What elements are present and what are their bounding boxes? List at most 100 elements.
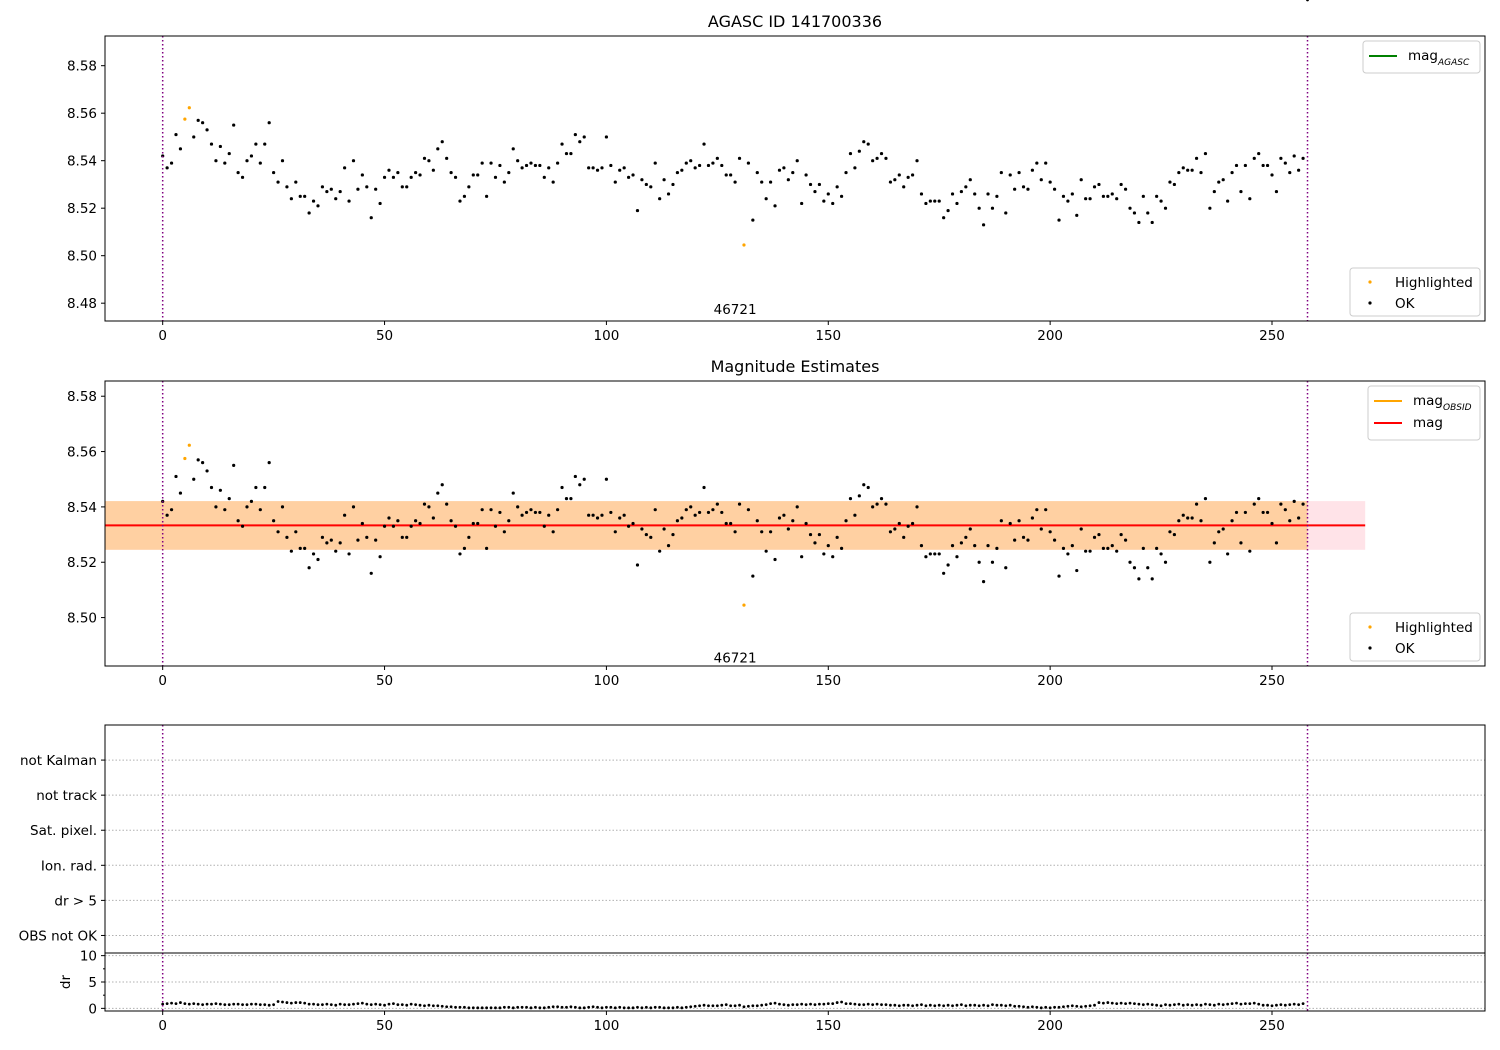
ok-point xyxy=(485,546,489,551)
ok-point xyxy=(693,513,697,517)
ok-point xyxy=(986,192,990,196)
dr-point xyxy=(937,1003,941,1007)
ok-point xyxy=(316,557,320,562)
dr-point xyxy=(405,1003,409,1007)
dr-point xyxy=(201,1003,205,1007)
ok-point xyxy=(715,502,719,506)
ok-point xyxy=(471,173,475,177)
ok-point xyxy=(369,571,373,575)
dr-point xyxy=(267,1003,271,1007)
dr-point xyxy=(818,1002,821,1006)
ok-point xyxy=(476,173,480,177)
ok-point xyxy=(298,546,302,551)
ok-point xyxy=(356,187,360,191)
ok-point xyxy=(973,192,977,196)
ok-point xyxy=(666,192,671,196)
ok-point xyxy=(493,175,498,179)
ok-point xyxy=(591,513,595,517)
dr-point xyxy=(542,1006,546,1010)
highlighted-point xyxy=(742,243,746,247)
ok-point xyxy=(533,510,538,515)
dr-point xyxy=(875,1002,879,1006)
dr-point xyxy=(1239,1002,1243,1006)
ok-point xyxy=(276,180,280,184)
dr-point xyxy=(1084,1004,1088,1008)
dr-point xyxy=(179,1001,182,1004)
ok-point xyxy=(378,201,382,206)
ok-point xyxy=(1021,535,1026,539)
ok-point xyxy=(507,519,511,523)
ok-point xyxy=(995,194,999,198)
dr-point xyxy=(857,1003,861,1007)
dr-point xyxy=(1119,1001,1123,1005)
dr-point xyxy=(906,1003,910,1007)
ok-point xyxy=(462,194,467,198)
ok-point xyxy=(600,513,604,517)
ok-point xyxy=(733,530,737,534)
dr-point xyxy=(1155,1003,1159,1007)
ok-point xyxy=(591,166,595,170)
dr-point xyxy=(1008,1003,1012,1007)
ok-point xyxy=(524,163,529,168)
dr-point xyxy=(1146,1002,1150,1006)
ok-point xyxy=(906,524,910,528)
x-tick-label: 250 xyxy=(1259,673,1285,689)
obsid-annotation: 46721 xyxy=(714,651,757,667)
dr-point xyxy=(1035,1005,1039,1009)
dr-point xyxy=(325,1002,329,1006)
dr-point xyxy=(316,1003,320,1007)
ok-point xyxy=(551,180,555,184)
dr-point xyxy=(1141,1003,1145,1007)
dr-point xyxy=(392,1002,395,1006)
dr-point xyxy=(338,1002,342,1006)
ok-point xyxy=(835,185,839,189)
ok-point xyxy=(1035,161,1039,165)
dr-point xyxy=(565,1005,568,1009)
ok-point xyxy=(1128,206,1132,210)
dr-point xyxy=(1195,1003,1198,1007)
ok-point xyxy=(542,524,546,528)
ok-point xyxy=(205,469,209,473)
ok-point xyxy=(910,521,915,526)
ok-point xyxy=(236,519,240,523)
dr-point xyxy=(1053,1005,1056,1009)
ok-point xyxy=(1150,220,1154,225)
dr-point xyxy=(844,1002,848,1006)
ok-point xyxy=(196,118,200,122)
ok-point xyxy=(1226,552,1230,556)
ok-point xyxy=(613,530,617,534)
dr-point xyxy=(1137,1002,1141,1006)
ok-point xyxy=(307,211,311,215)
ok-point xyxy=(680,516,684,520)
ok-point xyxy=(631,173,635,177)
ok-point xyxy=(1279,156,1283,160)
flag-label: dr > 5 xyxy=(54,893,97,909)
ok-point xyxy=(959,189,963,194)
ok-point xyxy=(897,521,901,526)
ok-point xyxy=(280,159,285,163)
ok-point xyxy=(981,580,986,584)
dr-point xyxy=(1062,1005,1065,1009)
ok-point xyxy=(409,175,413,179)
ok-point xyxy=(640,527,644,531)
ok-point xyxy=(1030,168,1034,172)
dr-point xyxy=(161,1002,165,1006)
ok-point xyxy=(640,178,644,182)
ok-point xyxy=(578,140,582,144)
highlighted-point xyxy=(183,117,187,121)
dr-point xyxy=(250,1002,253,1006)
dr-point xyxy=(1079,1005,1083,1009)
dr-point xyxy=(534,1005,537,1009)
ok-point xyxy=(950,544,955,548)
y-tick-label: 8.52 xyxy=(67,201,97,217)
ok-point xyxy=(773,204,777,208)
dr-point xyxy=(964,1004,968,1008)
ok-point xyxy=(831,201,835,206)
ok-point xyxy=(786,178,790,182)
ok-point xyxy=(418,173,422,177)
ok-point xyxy=(800,555,804,559)
dr-point xyxy=(1159,1004,1163,1008)
x-tick-label: 50 xyxy=(376,1018,393,1034)
dr-point xyxy=(369,1003,373,1007)
ok-point xyxy=(249,154,254,158)
